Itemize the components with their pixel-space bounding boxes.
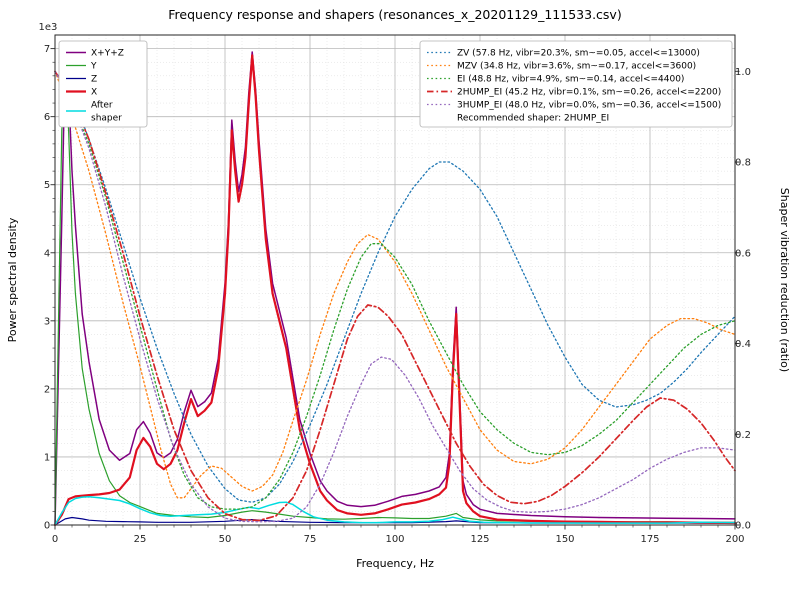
legend-left-label: X+Y+Z (91, 49, 124, 59)
series-2HUMP_EI (54, 70, 736, 522)
y-axis-label-left: Power spectral density (6, 217, 19, 342)
shaper-series-group (54, 70, 736, 523)
series-y (54, 82, 736, 526)
series-EI (54, 70, 736, 510)
x-axis-label: Frequency, Hz (356, 557, 434, 570)
legend-right-label: EI (48.8 Hz, vibr=4.9%, sm~=0.14, accel<… (457, 75, 684, 85)
y-right-tick-label: 0.4 (735, 339, 751, 350)
y-right-tick-label: 0.0 (735, 521, 751, 532)
legend-left-label: After (91, 101, 113, 111)
x-tick-label: 0 (52, 534, 58, 545)
psd-series-group (53, 51, 737, 527)
y-left-tick-label: 3 (44, 316, 50, 327)
legend-left-label: Y (90, 62, 97, 72)
legend-left: X+Y+Z YZX After shaper (58, 40, 148, 128)
x-tick-label: 175 (640, 534, 659, 545)
y-right-tick-label: 0.2 (735, 430, 751, 441)
x-tick-label: 125 (470, 534, 489, 545)
x-tick-label: 100 (385, 534, 404, 545)
x-tick-label: 75 (304, 534, 317, 545)
legend-left-label: shaper (91, 114, 122, 124)
legend-right-box (419, 40, 733, 128)
legend-left-label: X (91, 88, 97, 98)
series-3HUMP_EI (54, 70, 736, 523)
legend-right-label: MZV (34.8 Hz, vibr=3.6%, sm~=0.17, accel… (457, 62, 696, 72)
chart-dynamic: 0 25 50 75 100 125 150 175 200 0 1 2 3 4 5 6 7 0.0 0.2 0.4 0… (44, 34, 751, 545)
y-left-tick-label: 7 (44, 44, 50, 55)
axes-ticks: 0 25 50 75 100 125 150 175 200 0 1 2 3 4 5 6 7 0.0 0.2 0.4 0… (44, 44, 751, 545)
y-left-tick-label: 1 (44, 452, 50, 463)
y-right-tick-label: 1.0 (735, 67, 751, 78)
legend-right-label: 2HUMP_EI (45.2 Hz, vibr=0.1%, sm~=0.26, … (457, 88, 721, 98)
legend-right-label: ZV (57.8 Hz, vibr=20.3%, sm~=0.05, accel… (457, 49, 700, 59)
legend-right: ZV (57.8 Hz, vibr=20.3%, sm~=0.05, accel… (419, 40, 733, 128)
y-left-tick-label: 5 (44, 180, 50, 191)
y-axis-offset-text: 1e3 (39, 22, 58, 33)
legend-left-box (58, 40, 148, 128)
y-left-tick-label: 4 (44, 248, 50, 259)
series-ZV (54, 70, 736, 503)
legend-right-label: Recommended shaper: 2HUMP_EI (457, 114, 609, 124)
y-right-tick-label: 0.6 (735, 248, 751, 259)
chart-title: Frequency response and shapers (resonanc… (168, 7, 621, 22)
series-MZV (54, 70, 736, 499)
y-left-tick-label: 0 (44, 521, 50, 532)
legend-right-label: 3HUMP_EI (48.0 Hz, vibr=0.0%, sm~=0.36, … (457, 101, 721, 111)
y-left-tick-label: 2 (44, 384, 50, 395)
x-tick-label: 200 (725, 534, 744, 545)
y-axis-label-right: Shaper vibration reduction (ratio) (778, 188, 791, 372)
y-left-tick-label: 6 (44, 112, 50, 123)
y-right-tick-label: 0.8 (735, 158, 751, 169)
x-tick-label: 25 (134, 534, 147, 545)
x-tick-label: 150 (555, 534, 574, 545)
series-after_shaper (54, 496, 736, 526)
series-x (53, 54, 737, 527)
x-tick-label: 50 (219, 534, 232, 545)
legend-left-label: Z (91, 75, 97, 85)
